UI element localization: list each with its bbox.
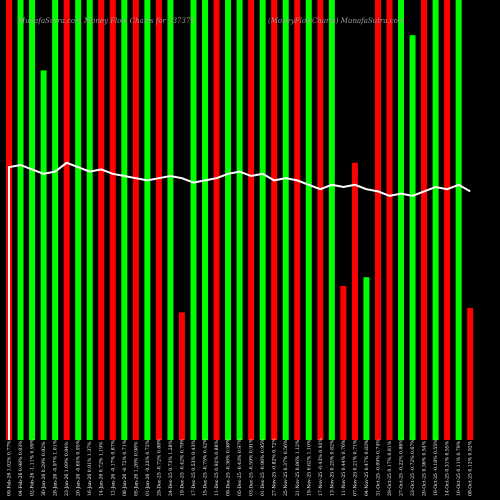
x-tick-label: 08-Jan-26 -0.72% 0.71% [122, 439, 128, 496]
x-tick-label: 14-Jan-26 0.72% 1.19% [99, 441, 105, 496]
bar-up [75, 0, 82, 440]
x-tick-label: 28-Jan-26 -0.97% 1.01% [53, 439, 59, 496]
x-tick-label: 31-Oct-25 -0.09% 0.74% [375, 439, 381, 496]
bar-down [132, 0, 139, 440]
bar-down [421, 0, 428, 440]
bar-down [213, 0, 220, 440]
bar-down [374, 0, 381, 440]
x-tick-label: 12-Jan-26 -0.17% 0.87% [110, 439, 116, 496]
bar-down [109, 0, 116, 440]
bar-up [40, 70, 47, 441]
chart-title-right: (MoneyFlowCharts) MunafaSutra.com [268, 17, 405, 25]
bar-up [167, 0, 174, 440]
x-tick-label: 09-Dec-25 -0.36% 0.98% [226, 438, 232, 496]
bar-down [386, 0, 393, 440]
bar-down [294, 0, 301, 440]
bar-down [248, 0, 255, 440]
x-tick-label: 07-Nov-25 0.21% 0.71% [352, 439, 358, 496]
x-tick-label: 20-Jan-26 -0.65% 0.95% [76, 439, 82, 496]
bar-up [363, 277, 370, 440]
bar-up [29, 0, 36, 440]
x-tick-label: 05-Jan-26 1.26% 0.98% [133, 441, 139, 496]
bar-up [86, 0, 93, 440]
bar-up [432, 0, 439, 440]
bar-up [121, 0, 128, 440]
bar-up [17, 0, 24, 440]
x-tick-label: 10-Oct-25 0.11% 0.79% [456, 440, 462, 496]
bar-down [317, 0, 324, 440]
x-tick-label: 29-Oct-25 0.17% 0.81% [387, 440, 393, 496]
x-tick-label: 19-Dec-25 -0.42% 0.79% [179, 438, 185, 496]
bar-up [398, 0, 405, 440]
x-tick-label: 16-Jan-26 0.91% 1.37% [87, 441, 93, 496]
bar-up [259, 0, 266, 440]
x-tick-label: 01-Dec-25 -0.96% 0.95% [260, 438, 266, 496]
x-tick-label: 23-Jan-26 1.09% 0.84% [64, 441, 70, 496]
bar-up [144, 0, 151, 440]
x-tick-label: 03-Dec-25 -0.59% 0.91% [249, 438, 255, 496]
bar-down [444, 0, 451, 440]
x-tick-label: 11-Dec-25 0.92% 0.88% [214, 439, 220, 496]
x-tick-label: 13-Nov-25 0.25% 0.82% [329, 439, 335, 496]
bar-down [98, 0, 105, 440]
bar-up [282, 0, 289, 440]
bar-down [178, 312, 185, 440]
bar-up [190, 0, 197, 440]
x-tick-label: 30-Jan-26 0.29% 0.82% [41, 441, 47, 496]
bar-down [340, 286, 347, 440]
x-tick-label: 21-Nov-25 0.86% 1.12% [295, 439, 301, 496]
x-tick-label: 25-Nov-25 0.37% 0.56% [283, 439, 289, 496]
money-flow-line [8, 161, 471, 440]
x-tick-label: 05-Dec-25 -0.43% 0.97% [237, 438, 243, 496]
x-tick-label: 08-Oct-25 0.12% 0.92% [468, 440, 474, 496]
x-tick-label: 02-Feb-26 -1.11% 0.99% [30, 438, 36, 496]
bar-up [202, 0, 209, 440]
x-tick-label: 24-Dec-25 0.73% 1.28% [168, 439, 174, 496]
x-tick-label: 16-Oct-25 -0.18% 0.55% [433, 439, 439, 496]
bar-up [236, 0, 243, 440]
bar-up [225, 0, 232, 440]
x-tick-label: 04-Feb-26 0.98% 0.83% [18, 440, 24, 496]
bars-group [6, 0, 474, 441]
x-tick-label: 01-Jan-26 -0.23% 0.72% [145, 439, 151, 496]
bar-up [328, 0, 335, 440]
bar-down [467, 308, 474, 440]
x-tick-label: 15-Dec-25 -0.75% 0.42% [203, 438, 209, 496]
bar-down [155, 0, 162, 440]
bar-up [52, 0, 59, 440]
x-tick-label: 27-Oct-25 -0.22% 0.86% [399, 439, 405, 496]
x-tick-label: 23-Oct-25 -0.72% 0.67% [410, 439, 416, 496]
x-tick-label: 29-Dec-25 -0.72% 0.88% [156, 438, 162, 496]
x-tick-label: 20-Oct-25 0.36% 0.54% [422, 440, 428, 496]
bar-down [351, 162, 358, 441]
x-tick-label: 17-Nov-25 -0.43% 0.93% [318, 438, 324, 496]
bar-up [305, 0, 312, 440]
bar-down [63, 0, 70, 440]
x-tick-label: 17-Dec-25 0.53% 0.43% [191, 439, 197, 496]
bar-up [409, 35, 416, 440]
x-tick-label: 14-Oct-25 0.31% 0.55% [445, 440, 451, 496]
bar-up [455, 0, 462, 440]
chart-title-left: MunafaSutra.com Money Flow Charts for 53… [17, 17, 195, 25]
x-tick-label: 09-Feb-26 1.02% 0.77% [7, 440, 13, 496]
bar-down [271, 0, 278, 440]
x-tick-label: 11-Nov-25 0.44% 0.76% [341, 439, 347, 496]
x-tick-label: 19-Nov-25 0.62% 1.10% [306, 439, 312, 496]
x-tick-label: 04-Nov-25 0.47% 0.83% [364, 439, 370, 496]
x-tick-label: 27-Nov-25 -0.82% 0.72% [272, 438, 278, 496]
x-tick-labels: 09-Feb-26 1.02% 0.77% 04-Feb-26 0.98% 0.8… [7, 438, 474, 496]
